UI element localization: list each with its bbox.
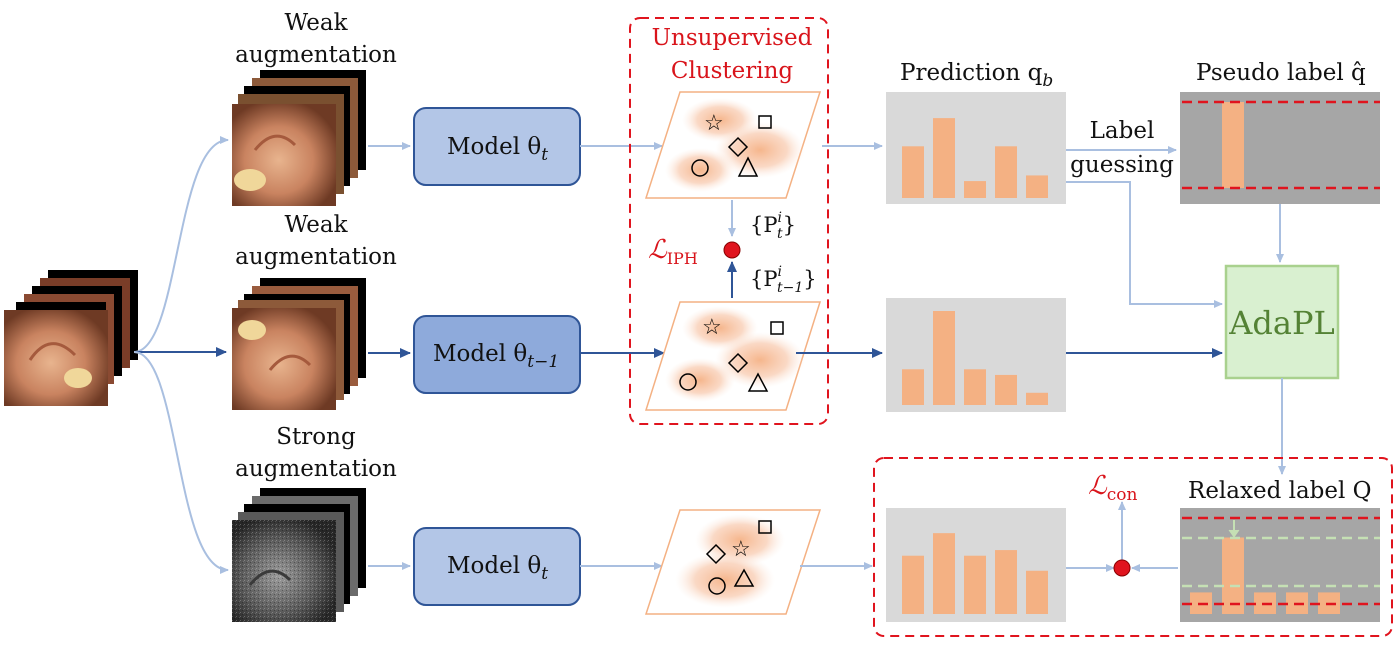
prediction-top-bar-3 (964, 181, 986, 198)
prediction-mid-bar-2 (933, 311, 955, 405)
triangle-icon (747, 372, 769, 392)
star-icon: ☆ (702, 315, 722, 340)
prediction-bot-bar-2 (933, 533, 955, 614)
weak-aug-mid-line1: Weak (284, 212, 348, 238)
square-icon (770, 321, 784, 335)
weak-aug-top-line1: Weak (284, 10, 348, 36)
model-bot-label: Model θt (447, 553, 548, 584)
prediction-top-bar-1 (902, 146, 924, 198)
diamond-icon (727, 136, 749, 158)
prediction-panel-bot (886, 508, 1066, 622)
model-mid-label: Model θt−1 (433, 341, 559, 372)
strong-augmentation-stack (232, 488, 366, 622)
arrow-input-to-strong (133, 351, 229, 574)
pseudo-label-bar-2 (1222, 102, 1244, 188)
prediction-mid-bar-1 (902, 369, 924, 405)
pt-set-label: {Pi t} (750, 210, 796, 242)
unsup-line2: Clustering (671, 58, 794, 84)
star-icon: ☆ (704, 111, 724, 136)
model-box-bot: Model θt (413, 527, 581, 606)
l-con-label: ℒcon (1088, 471, 1137, 505)
triangle-icon (733, 568, 755, 587)
unsupervised-clustering-box (629, 17, 829, 425)
cluster-space-top: ☆ (644, 91, 822, 199)
arrow-pred-to-adapl (1066, 181, 1223, 308)
prediction-bot-bar-5 (1026, 570, 1048, 614)
square-icon (758, 520, 772, 534)
square-icon (758, 115, 772, 129)
pt1-set-label: {Pi t−1} (750, 264, 817, 296)
prediction-panel-mid (886, 298, 1066, 412)
adapl-box: AdaPL (1224, 264, 1340, 380)
relaxed-label-label: Relaxed label Q (1188, 478, 1372, 504)
cluster-space-bot: ☆ (644, 509, 822, 615)
circle-icon (708, 577, 726, 595)
prediction-label: Prediction qb (900, 60, 1053, 91)
model-box-top: Model θt (413, 107, 581, 186)
circle-icon (679, 373, 697, 391)
strong-aug-line2: augmentation (235, 456, 397, 482)
cluster-space-mid: ☆ (644, 301, 822, 411)
arrow-input-to-weak-top (133, 136, 229, 353)
weak-augmentation-stack-top (232, 70, 366, 206)
iph-loss-node (723, 241, 741, 259)
diamond-icon (705, 543, 727, 565)
prediction-top-bar-4 (995, 146, 1017, 198)
prediction-bot-bar-3 (964, 555, 986, 614)
label-guessing-line1: Label (1090, 118, 1155, 144)
label-guessing-line2: guessing (1070, 152, 1174, 178)
weak-aug-top-line2: augmentation (235, 42, 397, 68)
relaxed-label-bar-2 (1222, 537, 1244, 614)
prediction-panel-top (886, 92, 1066, 204)
input-image-stack (4, 270, 138, 406)
relaxed-label-panel (1180, 508, 1380, 622)
adapl-label: AdaPL (1228, 304, 1334, 342)
prediction-bot-bar-1 (902, 555, 924, 614)
prediction-mid-bar-3 (964, 369, 986, 405)
model-top-label: Model θt (447, 134, 548, 165)
star-icon: ☆ (731, 537, 751, 562)
prediction-top-bar-5 (1026, 175, 1048, 198)
prediction-top-bar-2 (933, 118, 955, 198)
prediction-mid-bar-5 (1026, 392, 1048, 405)
triangle-icon (737, 156, 759, 177)
consistency-box (873, 457, 1393, 637)
pseudo-label-label: Pseudo label q̂ (1196, 60, 1366, 86)
unsup-line1: Unsupervised (652, 25, 813, 51)
con-loss-node (1113, 559, 1131, 577)
model-box-mid: Model θt−1 (413, 315, 581, 394)
weak-aug-mid-line2: augmentation (235, 244, 397, 270)
prediction-bot-bar-4 (995, 550, 1017, 614)
pseudo-label-panel (1180, 92, 1380, 204)
l-iph-label: ℒIPH (648, 235, 698, 268)
weak-augmentation-stack-mid (232, 278, 366, 410)
diamond-icon (727, 352, 749, 374)
prediction-mid-bar-4 (995, 374, 1017, 405)
strong-aug-line1: Strong (276, 424, 356, 450)
circle-icon (691, 159, 709, 177)
